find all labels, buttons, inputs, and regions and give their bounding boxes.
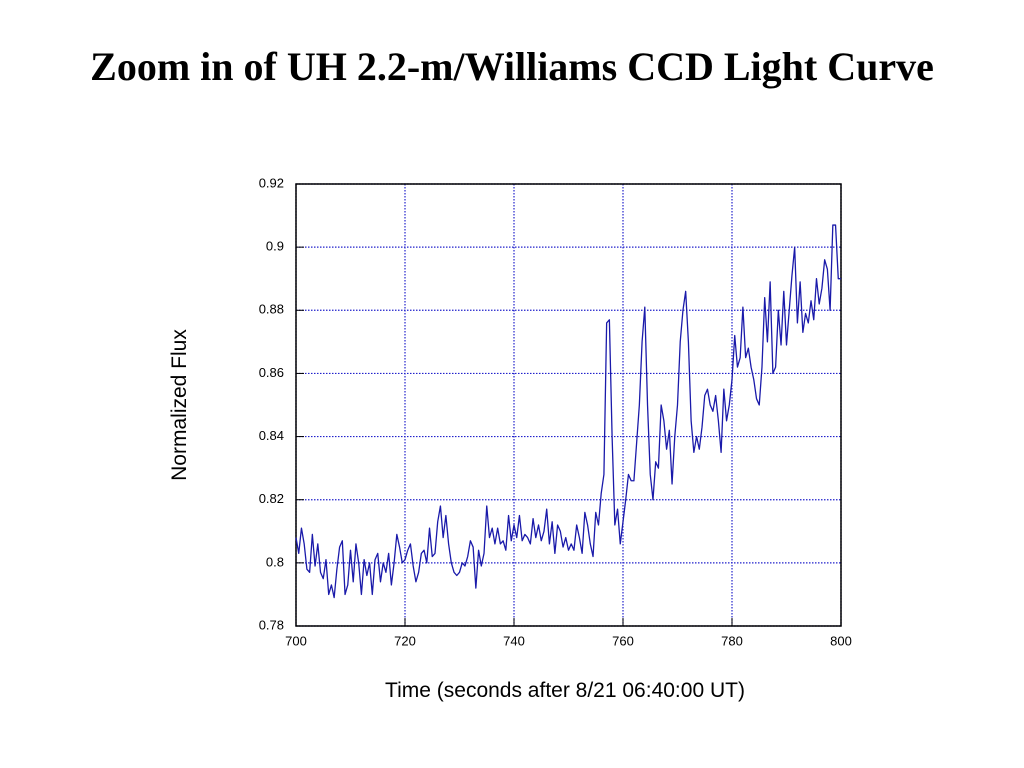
x-tick-label: 800 bbox=[830, 633, 852, 648]
y-axis-label: Normalized Flux bbox=[168, 329, 191, 481]
chart-title: Zoom in of UH 2.2-m/Williams CCD Light C… bbox=[90, 44, 934, 89]
y-tick-label: 0.88 bbox=[259, 302, 284, 317]
x-tick-label: 720 bbox=[394, 633, 416, 648]
y-tick-label: 0.9 bbox=[266, 239, 284, 254]
x-tick-label: 760 bbox=[612, 633, 634, 648]
y-tick-label: 0.82 bbox=[259, 491, 284, 506]
x-tick-label: 780 bbox=[721, 633, 743, 648]
x-tick-label: 700 bbox=[285, 633, 307, 648]
plot-frame bbox=[295, 183, 842, 627]
y-tick-label: 0.92 bbox=[259, 175, 284, 190]
y-tick-label: 0.84 bbox=[259, 428, 284, 443]
y-tick-label: 0.86 bbox=[259, 365, 284, 380]
x-axis-label: Time (seconds after 8/21 06:40:00 UT) bbox=[385, 679, 745, 702]
y-tick-label: 0.8 bbox=[266, 554, 284, 569]
x-tick-label: 740 bbox=[503, 633, 525, 648]
data-line bbox=[295, 224, 841, 599]
y-tick-label: 0.78 bbox=[259, 617, 284, 632]
